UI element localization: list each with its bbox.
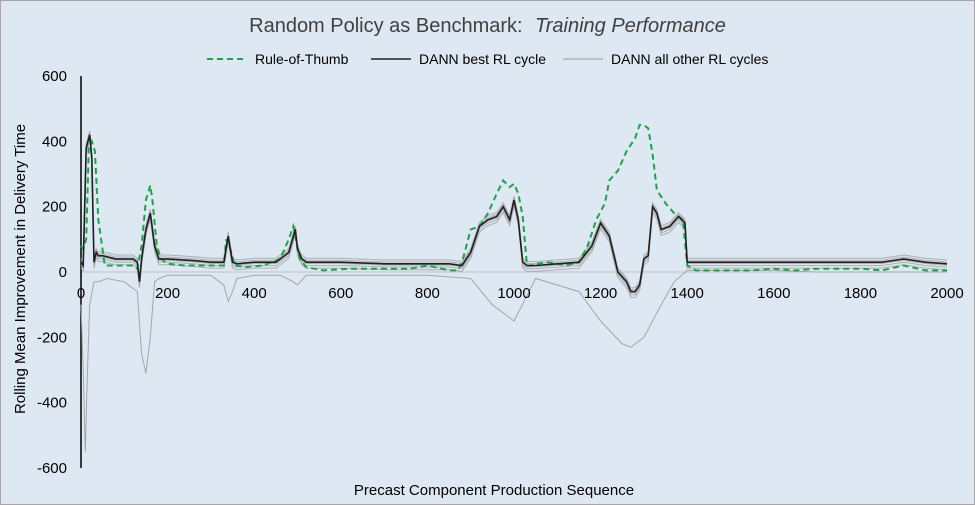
legend-rule-of-thumb-label: Rule-of-Thumb [255, 51, 349, 67]
y-axis-label: Rolling Mean Improvement in Delivery Tim… [12, 124, 29, 414]
y-tick-label: -600 [37, 460, 67, 477]
x-tick-label: 1200 [584, 285, 617, 302]
y-tick-label: 600 [42, 68, 67, 85]
plot-area [80, 76, 948, 468]
x-tick-label: 1000 [497, 285, 530, 302]
other-rl-cycle-line [80, 140, 948, 298]
y-tick-label: -400 [37, 395, 67, 412]
chart-subtitle: Training Performance [535, 15, 726, 37]
x-tick-label: 2000 [930, 285, 963, 302]
x-axis-label: Precast Component Production Sequence [354, 482, 634, 499]
x-tick-label: 400 [242, 285, 267, 302]
x-tick-label: 800 [415, 285, 440, 302]
other-rl-cycle-line [80, 269, 947, 452]
chart-title-main: Random Policy as Benchmark: [249, 15, 522, 37]
x-tick-label: 1600 [757, 285, 790, 302]
x-tick-label: 1800 [844, 285, 877, 302]
x-tick-label: 600 [328, 285, 353, 302]
legend-best-rl-cycle-label: DANN best RL cycle [419, 51, 546, 67]
x-tick-label: 200 [155, 285, 180, 302]
y-tick-label: -200 [37, 329, 67, 346]
y-tick-label: 200 [42, 199, 67, 216]
x-tick-label: 1400 [671, 285, 704, 302]
y-tick-label: 0 [59, 264, 67, 281]
y-tick-label: 400 [42, 133, 67, 150]
x-axis-tick-labels: 0 200 400 600 800 1000 1200 1400 1600 1800 2000 [77, 285, 964, 302]
chart-title: Random Policy as Benchmark: Training Per… [249, 15, 726, 37]
y-axis-tick-labels: 600 400 200 0 -200 -400 -600 [37, 68, 67, 477]
rule-of-thumb-line [80, 124, 947, 272]
x-tick-label: 0 [77, 285, 85, 302]
legend-other-rl-cycles-label: DANN all other RL cycles [611, 51, 768, 67]
other-rl-cycle-line [80, 130, 948, 289]
best-rl-cycle-line [80, 134, 948, 293]
chart-legend: Rule-of-Thumb DANN best RL cycle DANN all … [207, 51, 768, 67]
other-rl-cycle-line [80, 137, 948, 296]
